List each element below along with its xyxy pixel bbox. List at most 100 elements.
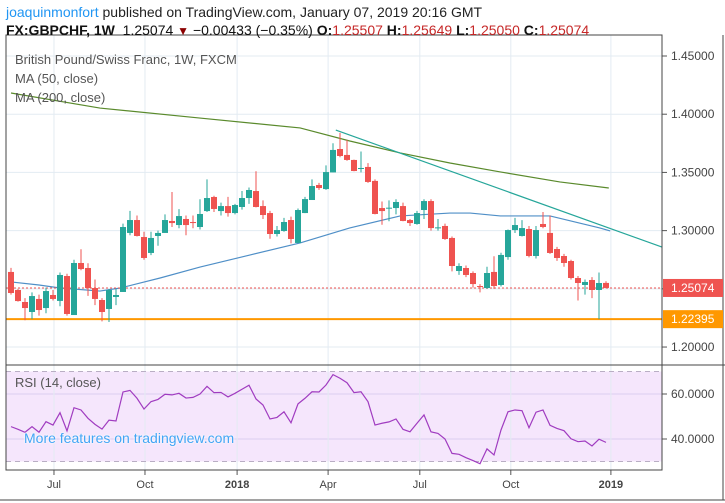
support-price-label-box: [663, 310, 723, 329]
candle-down: [561, 256, 567, 263]
triangle-down-icon: ▼: [177, 24, 190, 38]
candle-down: [169, 220, 175, 224]
candle-down: [260, 206, 266, 216]
low-label: L:: [456, 22, 470, 38]
candle-up: [239, 198, 245, 207]
author-link[interactable]: joaquinmonfort: [6, 4, 99, 20]
symbol-info: FX:GBPCHF, 1W 1.25074 ▼ −0.00433 (−0.35%…: [6, 22, 589, 38]
rsi-line: [10, 373, 607, 465]
candle-down: [36, 298, 42, 311]
candle-up: [519, 228, 525, 236]
candle-up: [218, 206, 224, 212]
candle-down: [477, 286, 483, 288]
candle-down: [442, 225, 448, 240]
symbol-label: FX:GBPCHF, 1W: [6, 22, 115, 38]
ma50-line: [10, 212, 611, 292]
candle-down: [575, 278, 581, 284]
candle-up: [148, 237, 154, 253]
ma200-legend[interactable]: MA (200, close): [15, 90, 106, 105]
candle-down: [470, 272, 476, 285]
candle-down: [99, 300, 105, 312]
candle-down: [50, 294, 56, 299]
candle-down: [379, 208, 385, 212]
candle-down: [78, 262, 84, 270]
candle-up: [309, 186, 315, 201]
candle-up: [120, 227, 126, 292]
candle-up: [505, 230, 511, 258]
candle-down: [365, 166, 371, 182]
candle-down: [337, 149, 343, 156]
candle-up: [176, 216, 182, 226]
candle-up: [127, 220, 133, 233]
candle-down: [400, 206, 406, 221]
candle-up: [414, 213, 420, 224]
time-tick-label: Jul: [413, 479, 427, 491]
plot-frame: [5, 34, 663, 471]
trendline: [335, 129, 663, 248]
candle-up: [330, 149, 336, 173]
rsi-legend[interactable]: RSI (14, close): [15, 375, 101, 390]
candle-up: [232, 205, 238, 214]
candle-up: [106, 289, 112, 309]
candle-down: [288, 220, 294, 240]
candle-down: [428, 201, 434, 229]
candle-down: [568, 261, 574, 279]
time-tick-label: Jul: [47, 479, 61, 491]
candle-up: [29, 296, 35, 312]
candle-down: [554, 249, 560, 258]
candle-up: [246, 189, 252, 199]
candle-up: [435, 227, 441, 229]
candle-down: [491, 271, 497, 287]
candle-down: [64, 276, 70, 314]
series-title: British Pound/Swiss Franc, 1W, FXCM: [15, 52, 237, 67]
candle-up: [155, 232, 161, 236]
candle-down: [589, 279, 595, 290]
rsi-tick-label: 60.0000: [671, 387, 715, 401]
time-tick-label: Oct: [502, 479, 519, 491]
last-price-label: 1.25074: [671, 281, 715, 295]
high-value: 1.25649: [401, 22, 453, 38]
candle-down: [372, 180, 378, 214]
ma50-legend[interactable]: MA (50, close): [15, 71, 99, 86]
candle-down: [407, 220, 413, 224]
price-tick-label: 1.45000: [671, 49, 715, 63]
promo-link[interactable]: More features on tradingview.com: [24, 430, 235, 446]
candle-up: [71, 262, 77, 316]
candle-down: [344, 154, 350, 160]
candle-up: [421, 201, 427, 211]
candle-down: [253, 191, 259, 207]
candle-up: [456, 266, 462, 272]
candle-up: [197, 213, 203, 228]
candle-down: [92, 288, 98, 299]
candle-up: [498, 254, 504, 285]
price-tick-label: 1.35000: [671, 165, 715, 179]
candle-down: [134, 220, 140, 236]
candle-down: [190, 222, 196, 224]
candle-down: [449, 237, 455, 267]
price-tick-label: 1.30000: [671, 224, 715, 238]
candle-up: [358, 167, 364, 169]
candle-down: [183, 218, 189, 226]
time-tick-label: Apr: [320, 479, 337, 491]
candle-up: [204, 198, 210, 212]
candle-down: [540, 223, 546, 228]
candle-down: [225, 206, 231, 214]
candle-down: [316, 184, 322, 189]
candle-up: [274, 230, 280, 234]
candle-up: [386, 207, 392, 209]
candle-down: [211, 196, 217, 209]
price-change: −0.00433 (−0.35%): [192, 22, 313, 38]
high-label: H:: [386, 22, 402, 38]
low-value: 1.25050: [469, 22, 520, 38]
price-tick-label: 1.20000: [671, 340, 715, 354]
candle-up: [323, 172, 329, 190]
candle-down: [526, 228, 532, 256]
time-tick-label: 2019: [599, 479, 623, 491]
candle-down: [8, 271, 14, 294]
candle-up: [533, 230, 539, 256]
candle-down: [547, 232, 553, 253]
candle-down: [141, 237, 147, 258]
candle-down: [22, 301, 28, 309]
candle-down: [463, 267, 469, 275]
